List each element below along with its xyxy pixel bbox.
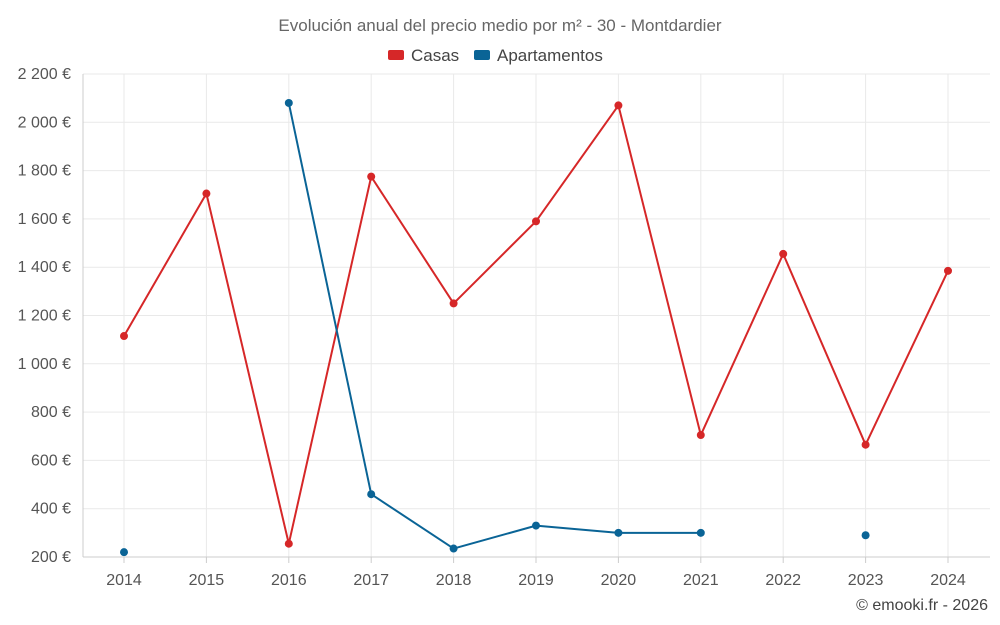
series-layer	[120, 98, 952, 557]
x-axis: 2014 2015 2016 2017 2018 2019 2020 2021 2022 2023…	[83, 556, 990, 589]
legend-swatch-casas	[388, 50, 404, 60]
series-casas	[120, 101, 952, 548]
y-tick-label: 1 000 €	[18, 356, 71, 373]
x-tick-label: 2018	[436, 572, 472, 589]
legend: Casas Apartamentos	[388, 46, 603, 65]
data-point-apartamentos[interactable]	[614, 528, 623, 537]
data-point-casas[interactable]	[449, 299, 458, 308]
legend-label-apartamentos: Apartamentos	[497, 46, 603, 65]
y-tick-label: 1 600 €	[18, 211, 71, 228]
x-tick-label: 2021	[683, 572, 719, 589]
data-point-casas[interactable]	[861, 440, 870, 449]
legend-swatch-apartamentos	[474, 50, 490, 60]
y-axis: 200 € 400 € 600 € 800 € 1 000 € 1 200 € 1 400 …	[18, 66, 84, 566]
data-point-casas[interactable]	[120, 332, 128, 341]
data-point-casas[interactable]	[614, 101, 623, 110]
x-tick-label: 2017	[353, 572, 389, 589]
y-tick-label: 600 €	[31, 452, 71, 469]
y-tick-label: 800 €	[31, 404, 71, 421]
data-point-apartamentos[interactable]	[532, 521, 540, 530]
chart-title: Evolución anual del precio medio por m² …	[278, 16, 722, 35]
legend-item-apartamentos[interactable]: Apartamentos	[474, 46, 603, 65]
data-point-apartamentos[interactable]	[120, 548, 128, 557]
x-tick-label: 2015	[189, 572, 225, 589]
y-tick-label: 1 800 €	[18, 163, 71, 180]
data-point-casas[interactable]	[944, 266, 952, 275]
data-point-apartamentos[interactable]	[449, 544, 458, 553]
data-point-apartamentos[interactable]	[861, 531, 870, 540]
y-tick-label: 400 €	[31, 501, 71, 518]
data-point-casas[interactable]	[367, 172, 376, 181]
legend-item-casas[interactable]: Casas	[388, 46, 459, 65]
series-apartamentos	[120, 98, 870, 557]
y-tick-label: 1 400 €	[18, 259, 71, 276]
data-point-apartamentos[interactable]	[696, 528, 705, 537]
data-point-casas[interactable]	[532, 217, 540, 226]
y-tick-label: 2 200 €	[18, 66, 71, 83]
data-point-apartamentos[interactable]	[367, 490, 376, 499]
data-point-casas[interactable]	[202, 189, 211, 198]
data-point-casas[interactable]	[779, 249, 788, 258]
y-tick-label: 1 200 €	[18, 308, 71, 325]
credit-text: © emooki.fr - 2026	[856, 597, 988, 614]
data-point-casas[interactable]	[284, 539, 293, 548]
data-point-apartamentos[interactable]	[284, 98, 293, 107]
x-tick-label: 2022	[765, 572, 801, 589]
series-line-apartamentos	[287, 102, 701, 550]
data-point-casas[interactable]	[696, 431, 705, 440]
x-tick-label: 2024	[930, 572, 966, 589]
legend-label-casas: Casas	[411, 46, 459, 65]
gridlines	[83, 73, 990, 558]
x-tick-label: 2020	[601, 572, 637, 589]
x-tick-label: 2023	[848, 572, 884, 589]
x-tick-label: 2019	[518, 572, 554, 589]
y-tick-label: 2 000 €	[18, 114, 71, 131]
x-tick-label: 2014	[106, 572, 142, 589]
x-tick-label: 2016	[271, 572, 307, 589]
y-tick-label: 200 €	[31, 549, 71, 566]
